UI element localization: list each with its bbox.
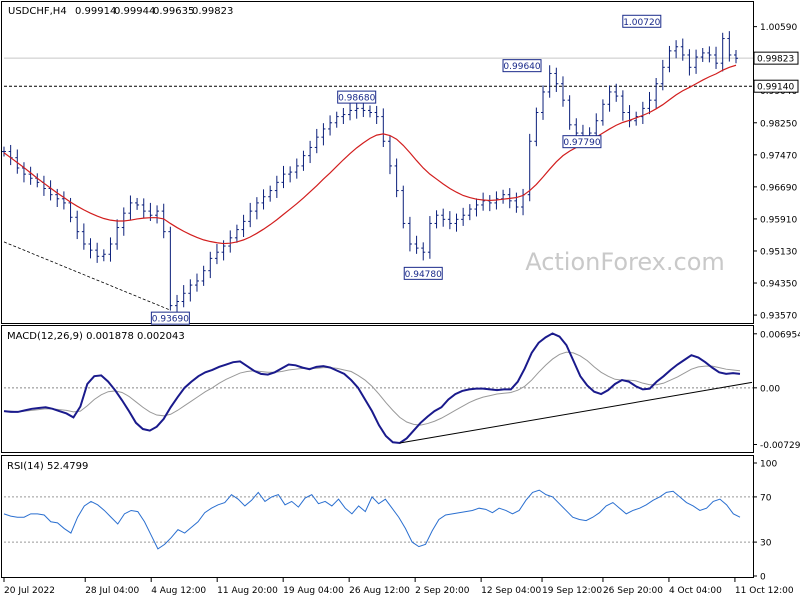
x-axis-tick-label: 19 Sep 12:00 bbox=[542, 586, 602, 596]
x-axis-tick-label: 11 Aug 20:00 bbox=[217, 586, 278, 596]
macd-axis-tick-label: -0.007294 bbox=[760, 441, 800, 451]
price-axis-tick-label: 0.98250 bbox=[760, 119, 797, 129]
price-annotation: 0.94780 bbox=[405, 270, 442, 280]
x-axis-tick-label: 19 Aug 04:00 bbox=[283, 586, 344, 596]
price-axis-tick-label: 1.00590 bbox=[760, 23, 797, 33]
price-header: USDCHF,H4 0.99914 0.99944 0.99635 0.9982… bbox=[8, 6, 233, 17]
price-annotation-box bbox=[562, 135, 602, 149]
rsi-line bbox=[3, 489, 741, 550]
support-price-box bbox=[753, 79, 799, 93]
x-axis-tick-label: 12 Sep 04:00 bbox=[481, 586, 541, 596]
rsi-axis-tick-label: 70 bbox=[760, 493, 772, 503]
rsi-label: RSI(14) 52.4799 bbox=[7, 461, 88, 472]
price-annotation-box bbox=[403, 266, 443, 280]
macd-signal-line bbox=[4, 351, 741, 426]
price-annotation: 0.98680 bbox=[338, 94, 375, 104]
price-annotation: 0.97790 bbox=[563, 138, 600, 148]
price-annotation-box bbox=[622, 14, 662, 28]
chart-marks: 1.005900.990400.982500.974700.966900.959… bbox=[2, 14, 800, 596]
x-axis-tick-label: 4 Aug 12:00 bbox=[151, 586, 206, 596]
macd-line bbox=[3, 332, 741, 445]
rsi-axis-tick-label: 30 bbox=[760, 539, 772, 549]
macd-trend-line bbox=[399, 381, 753, 444]
price-annotation-box bbox=[150, 311, 190, 325]
x-axis-tick-label: 26 Aug 12:00 bbox=[349, 586, 410, 596]
price-axis-tick-label: 0.93570 bbox=[760, 312, 797, 322]
x-axis-tick-label: 28 Jul 04:00 bbox=[85, 586, 139, 596]
macd-axis-tick-label: 0.006954 bbox=[760, 330, 800, 340]
price-annotation-box bbox=[337, 90, 377, 104]
x-axis-tick-label: 2 Sep 20:00 bbox=[415, 586, 470, 596]
price-annotation: 1.00720 bbox=[623, 18, 660, 28]
x-axis-tick-label: 4 Oct 04:00 bbox=[669, 586, 722, 596]
close-value: 0.99823 bbox=[192, 6, 233, 17]
low-value: 0.99635 bbox=[153, 6, 194, 17]
rsi-panel-frame bbox=[1, 455, 754, 578]
price-axis-tick-label: 0.94350 bbox=[760, 280, 797, 290]
current-price-box bbox=[753, 51, 799, 65]
x-axis-tick-label: 20 Jul 2022 bbox=[4, 586, 55, 596]
x-axis-tick-label: 11 Oct 12:00 bbox=[735, 586, 794, 596]
price-annotation-box bbox=[502, 59, 542, 73]
price-axis-tick-label: 0.95130 bbox=[760, 247, 797, 257]
support-price-label: 0.99140 bbox=[757, 83, 794, 93]
price-axis-tick-label: 0.96690 bbox=[760, 183, 797, 193]
x-axis-tick-label: 26 Sep 20:00 bbox=[603, 586, 663, 596]
symbol-label: USDCHF,H4 bbox=[8, 6, 67, 17]
price-annotation: 0.99640 bbox=[503, 62, 540, 72]
current-price-label: 0.99823 bbox=[757, 55, 794, 65]
high-value: 0.99944 bbox=[114, 6, 155, 17]
price-annotation: 0.93690 bbox=[152, 315, 189, 325]
price-axis-tick-label: 0.97470 bbox=[760, 151, 797, 161]
rsi-axis-tick-label: 0 bbox=[760, 573, 766, 583]
rsi-axis-tick-label: 100 bbox=[760, 460, 777, 470]
price-panel-frame bbox=[1, 1, 754, 324]
open-value: 0.99914 bbox=[75, 6, 116, 17]
price-axis-tick-label: 0.95910 bbox=[760, 215, 797, 225]
moving-average-line bbox=[3, 64, 737, 245]
macd-panel-frame bbox=[1, 325, 754, 453]
macd-label: MACD(12,26,9) 0.001878 0.002043 bbox=[7, 331, 185, 342]
watermark: ActionForex.com bbox=[525, 248, 725, 276]
macd-axis-tick-label: 0.00 bbox=[760, 384, 780, 394]
